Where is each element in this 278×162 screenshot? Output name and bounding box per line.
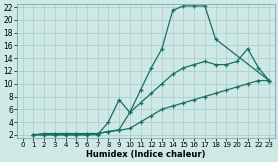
X-axis label: Humidex (Indice chaleur): Humidex (Indice chaleur) xyxy=(86,150,206,159)
